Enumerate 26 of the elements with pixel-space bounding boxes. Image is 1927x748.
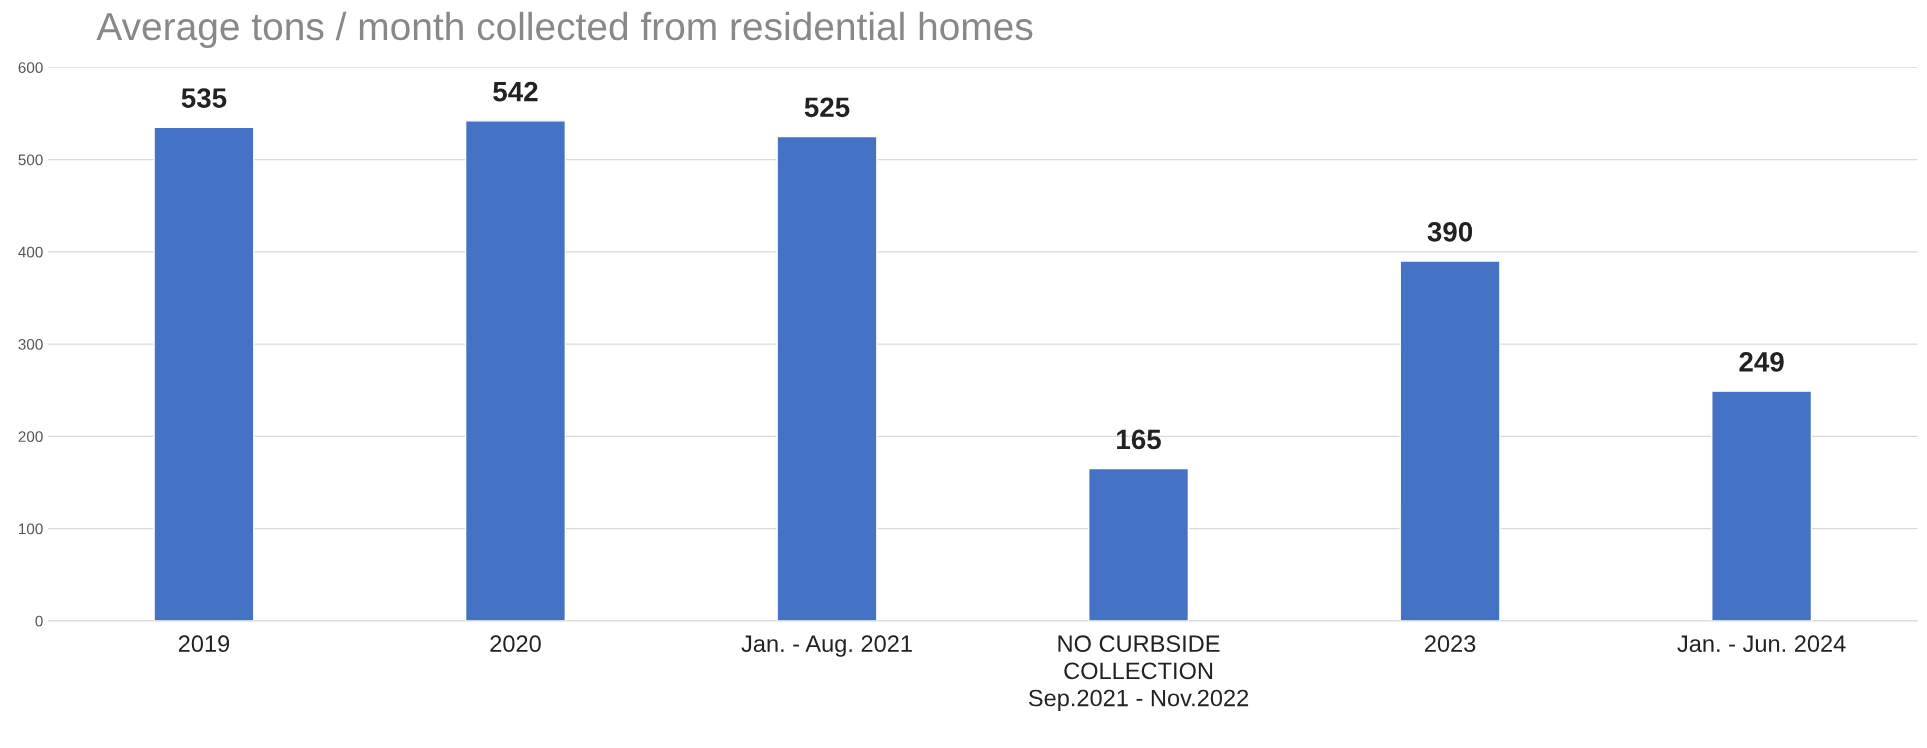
bar	[1087, 467, 1190, 621]
x-tick-label: Jan. - Aug. 2021	[741, 635, 912, 657]
x-tick-label: 2023	[1425, 635, 1476, 653]
data-label: 390	[1427, 222, 1473, 242]
y-tick-label: 500	[18, 154, 43, 166]
x-tick-label: Jan. - Jun. 2024	[1677, 635, 1846, 653]
x-tick-label: 2020	[490, 635, 541, 653]
data-label: 535	[181, 88, 227, 108]
bar	[464, 120, 567, 621]
data-label: 165	[1117, 429, 1161, 450]
bar	[1399, 260, 1501, 621]
bar	[776, 135, 878, 621]
data-label: 542	[493, 81, 538, 102]
x-tick-label: NO CURBSIDE COLLECTION Sep.2021 - Nov.2022	[1028, 635, 1249, 712]
bar	[153, 126, 255, 621]
data-label: 525	[804, 97, 850, 118]
data-label: 249	[1739, 352, 1784, 372]
y-tick-label: 300	[18, 338, 43, 350]
y-tick-label: 200	[18, 431, 43, 443]
x-tick-label: 2019	[178, 635, 230, 653]
chart-title: Average tons / month collected from residential homes	[96, 11, 1033, 49]
y-tick-label: 100	[18, 523, 43, 535]
y-tick-label: 0	[35, 615, 43, 627]
bar	[1711, 390, 1813, 621]
y-tick-label: 400	[18, 246, 43, 258]
y-tick-label: 600	[18, 62, 43, 74]
